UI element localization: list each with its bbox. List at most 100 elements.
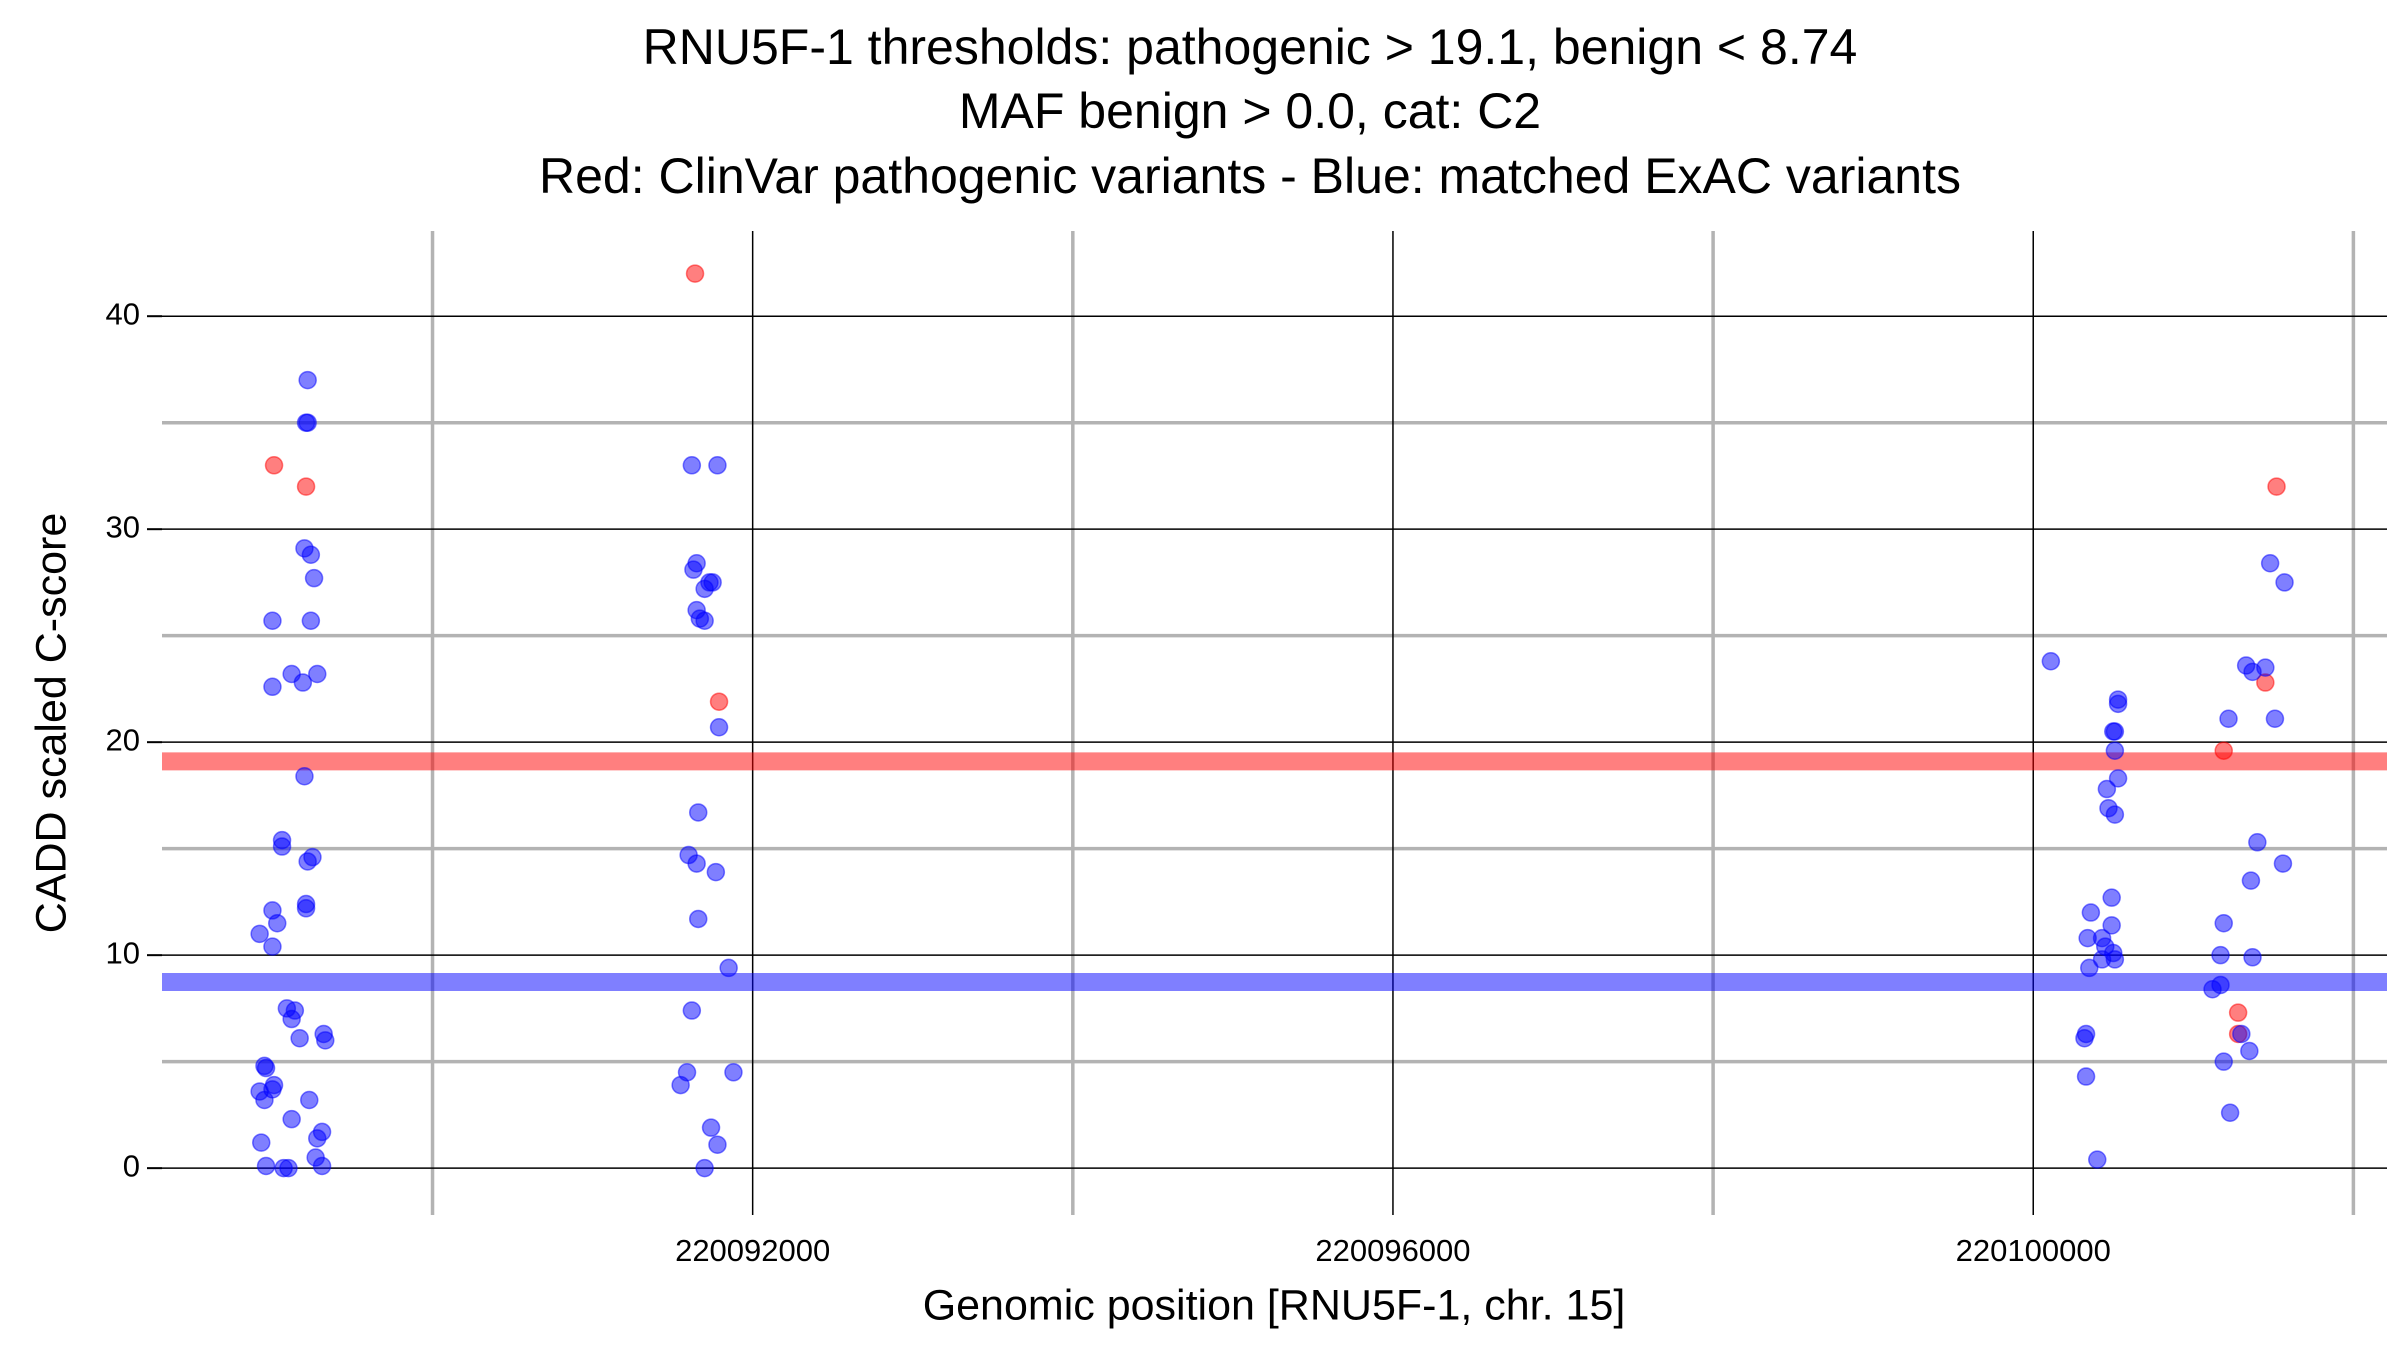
- point: [308, 664, 327, 684]
- point: [703, 573, 722, 592]
- point: [695, 1158, 714, 1178]
- point: [671, 1075, 690, 1095]
- point: [701, 1118, 721, 1137]
- point: [2267, 477, 2286, 496]
- point: [682, 1001, 702, 1020]
- y-tick-label: 40: [106, 296, 140, 331]
- point: [2108, 769, 2128, 788]
- point: [2081, 903, 2101, 922]
- point: [298, 370, 317, 390]
- y-tick-label: 20: [106, 722, 140, 757]
- point: [308, 1129, 327, 1148]
- point: [316, 1031, 335, 1050]
- point: [2104, 722, 2123, 741]
- point: [263, 611, 282, 631]
- point: [2102, 916, 2121, 935]
- point: [706, 862, 726, 882]
- point: [256, 1058, 276, 1078]
- point: [719, 958, 738, 978]
- point: [2248, 833, 2267, 852]
- point: [250, 924, 269, 944]
- x-tick-label: 220096000: [1315, 1233, 1470, 1268]
- point: [2041, 651, 2061, 671]
- point: [2256, 658, 2275, 677]
- point: [695, 611, 714, 631]
- point: [296, 413, 316, 432]
- chart-title: RNU5F-1 thresholds: pathogenic > 19.1, b…: [643, 19, 1858, 75]
- point: [2241, 871, 2261, 890]
- point: [2092, 950, 2112, 969]
- point: [2102, 888, 2121, 907]
- point: [2214, 1052, 2233, 1071]
- point: [301, 545, 321, 564]
- point: [2105, 741, 2125, 760]
- point: [684, 560, 703, 579]
- point: [2214, 741, 2233, 760]
- point: [685, 264, 705, 283]
- point: [263, 937, 282, 956]
- point: [282, 1109, 301, 1129]
- point: [688, 803, 708, 822]
- point: [2232, 1024, 2251, 1044]
- point: [296, 477, 316, 496]
- x-tick-label: 220092000: [675, 1233, 830, 1268]
- y-tick-label: 10: [106, 935, 140, 970]
- point: [2273, 854, 2293, 873]
- point: [2219, 709, 2238, 728]
- chart-subtitle: Red: ClinVar pathogenic variants - Blue:…: [539, 148, 1961, 204]
- x-axis-title: Genomic position [RNU5F-1, chr. 15]: [923, 1281, 1626, 1329]
- point: [2228, 1003, 2248, 1022]
- point: [251, 1133, 271, 1152]
- x-tick-label: 220100000: [1956, 1233, 2111, 1268]
- point: [301, 611, 321, 631]
- marks: [162, 264, 2387, 1178]
- point: [2260, 554, 2280, 573]
- point: [304, 568, 324, 588]
- point: [2080, 958, 2099, 978]
- point: [272, 837, 292, 856]
- point: [2108, 694, 2128, 714]
- point: [688, 909, 708, 929]
- point: [2075, 1028, 2094, 1048]
- point: [708, 1135, 727, 1154]
- point: [293, 673, 313, 692]
- grid: [147, 231, 2387, 1215]
- point: [255, 1090, 274, 1110]
- point: [709, 692, 729, 711]
- point: [2211, 945, 2230, 965]
- point: [708, 456, 727, 475]
- point: [295, 766, 314, 786]
- point: [264, 456, 284, 475]
- point: [2097, 779, 2117, 799]
- point: [2088, 1150, 2107, 1169]
- point: [687, 854, 706, 873]
- point: [290, 1028, 309, 1048]
- point: [2265, 709, 2285, 728]
- point: [312, 1156, 332, 1176]
- point: [724, 1063, 743, 1082]
- y-tick-label: 30: [106, 509, 140, 544]
- point: [2240, 1041, 2259, 1061]
- y-tick-label: 0: [123, 1148, 140, 1183]
- point: [2214, 913, 2233, 933]
- y-axis-title: CADD scaled C-score: [27, 513, 75, 934]
- point: [2275, 573, 2294, 592]
- point: [2243, 948, 2262, 967]
- point: [298, 852, 317, 871]
- chart-subtitle: MAF benign > 0.0, cat: C2: [959, 83, 1541, 139]
- point: [268, 913, 287, 933]
- point: [300, 1090, 319, 1110]
- labels: RNU5F-1 thresholds: pathogenic > 19.1, b…: [27, 19, 2110, 1329]
- point: [682, 456, 702, 475]
- point: [2203, 979, 2222, 999]
- point: [296, 899, 316, 918]
- point: [279, 1158, 298, 1178]
- point: [282, 1009, 301, 1029]
- point: [256, 1156, 276, 1176]
- point: [2220, 1103, 2240, 1123]
- point: [2105, 805, 2125, 824]
- point: [2076, 1067, 2096, 1086]
- point: [709, 718, 729, 737]
- point: [263, 677, 282, 697]
